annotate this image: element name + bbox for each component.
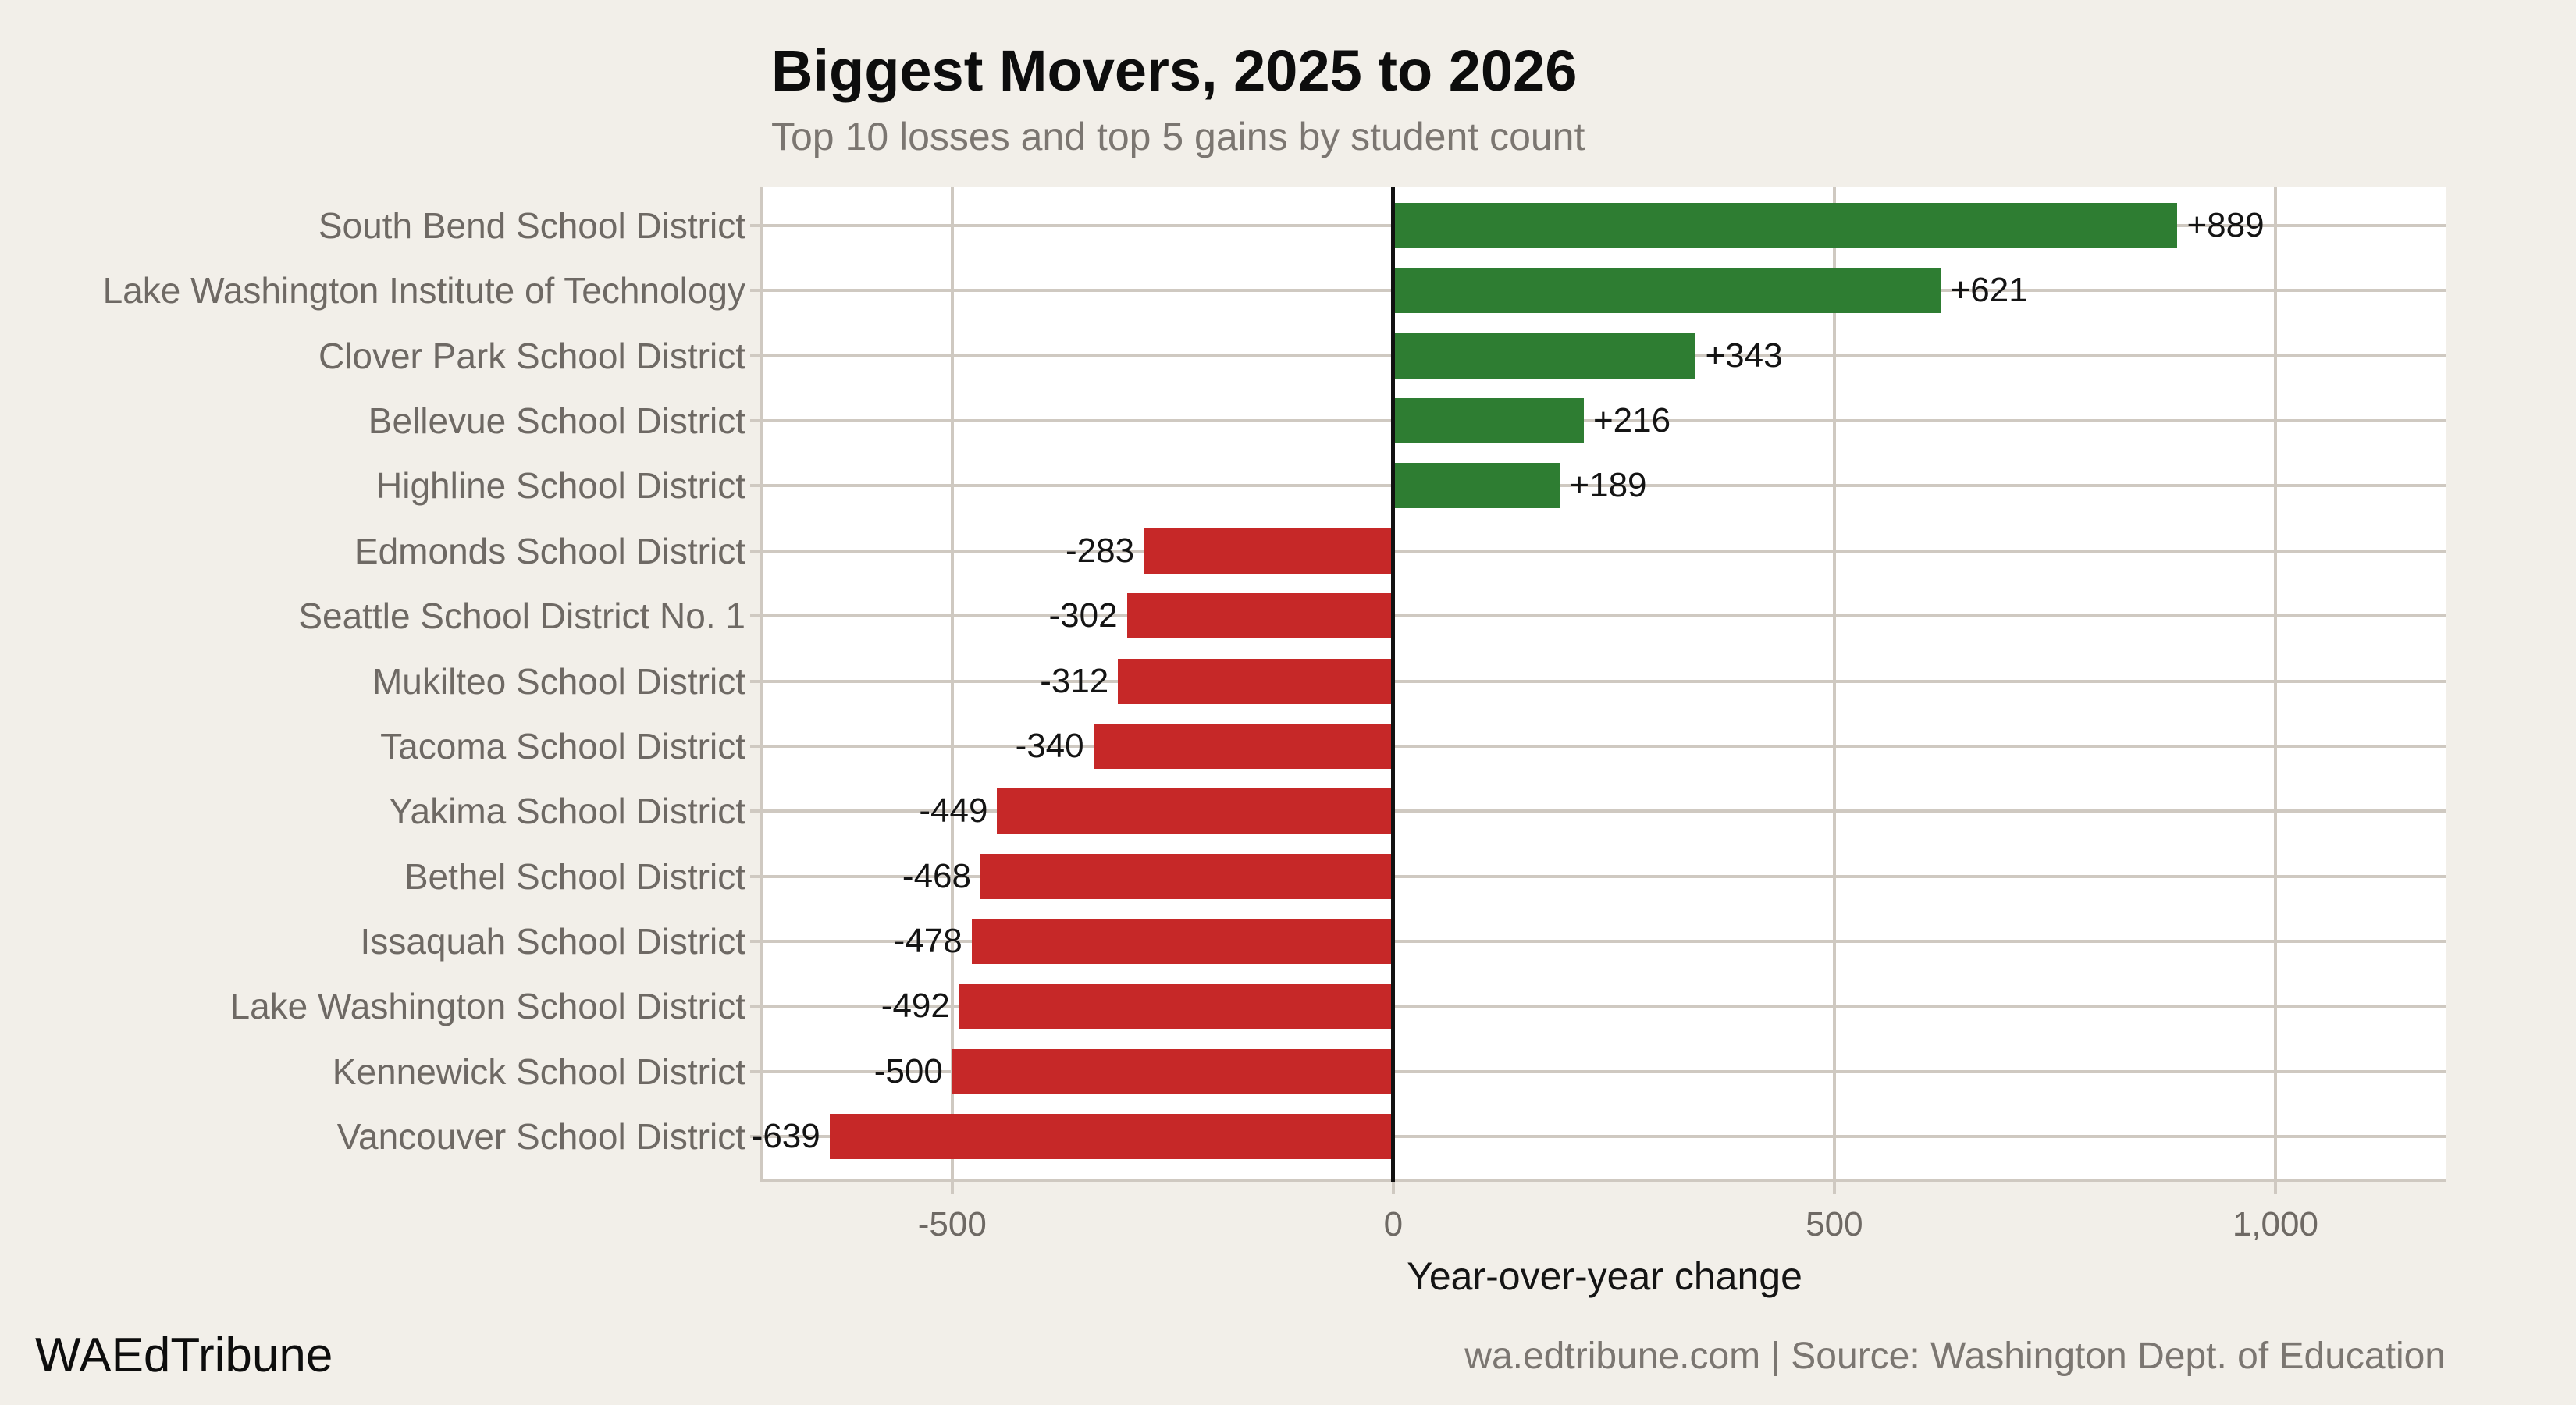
bar (971, 918, 1393, 964)
gridline-horizontal (750, 679, 2446, 683)
bar (1393, 203, 2178, 248)
bar-value-label: -492 (881, 987, 950, 1026)
bar (980, 853, 1393, 899)
bar-value-label: -478 (893, 921, 962, 960)
y-axis-label: Lake Washington Institute of Technology (102, 270, 745, 311)
gridline-vertical (1832, 187, 1836, 1179)
y-axis-label: Tacoma School District (380, 725, 745, 767)
y-axis-label: Yakima School District (389, 791, 745, 832)
bar-value-label: -639 (751, 1117, 820, 1155)
x-axis-tick (2273, 1182, 2277, 1194)
bar (952, 1048, 1393, 1094)
x-tick-label: -500 (917, 1205, 987, 1243)
bar (1118, 658, 1393, 704)
x-axis-tick (1391, 1182, 1395, 1194)
bar-value-label: -283 (1065, 531, 1135, 570)
bar-value-label: +343 (1705, 336, 1783, 375)
footer-source: wa.edtribune.com | Source: Washington De… (1464, 1336, 2446, 1377)
bar (1393, 398, 1584, 444)
y-axis-label: Edmonds School District (354, 530, 745, 571)
chart-title: Biggest Movers, 2025 to 2026 (771, 38, 1578, 103)
x-tick-label: 0 (1383, 1205, 1404, 1243)
bar-value-label: -468 (902, 856, 971, 895)
gridline-horizontal (750, 419, 2446, 423)
gridline-horizontal (750, 874, 2446, 878)
gridline-horizontal (750, 1135, 2446, 1138)
bar (1126, 593, 1393, 639)
bar-value-label: -449 (919, 791, 988, 831)
x-tick-label: 1,000 (2232, 1205, 2318, 1243)
bar (959, 984, 1393, 1030)
x-axis-title: Year-over-year change (1407, 1254, 1802, 1298)
bar (997, 788, 1393, 834)
gridline-vertical (2273, 187, 2277, 1179)
gridline-horizontal (750, 809, 2446, 813)
x-axis-tick (1832, 1182, 1836, 1194)
bar-value-label: +621 (1950, 271, 2028, 310)
x-tick-label: 500 (1806, 1205, 1863, 1243)
gridline-horizontal (750, 484, 2446, 488)
bar (1393, 268, 1941, 314)
bar-value-label: -312 (1040, 661, 1109, 700)
bar-value-label: +216 (1592, 401, 1671, 440)
bar-value-label: -302 (1048, 596, 1118, 635)
y-axis-label: Lake Washington School District (229, 986, 746, 1027)
x-axis-tick (950, 1182, 954, 1194)
bar-value-label: +889 (2186, 206, 2265, 244)
gridline-horizontal (750, 939, 2446, 943)
y-axis-label: Bellevue School District (368, 400, 745, 442)
chart-subtitle: Top 10 losses and top 5 gains by student… (771, 115, 1585, 158)
bar (1144, 528, 1393, 574)
gridline-horizontal (750, 1069, 2446, 1073)
bar (829, 1114, 1393, 1159)
gridline-horizontal (750, 744, 2446, 748)
y-axis-label: South Bend School District (318, 205, 745, 246)
gridline-horizontal (750, 549, 2446, 553)
bar-value-label: +189 (1569, 466, 1647, 505)
bar-value-label: -340 (1015, 726, 1084, 765)
bar (1393, 333, 1696, 379)
zero-line (1391, 187, 1396, 1182)
bar (1393, 463, 1560, 509)
y-axis-label: Issaquah School District (360, 920, 745, 962)
axis-line-bottom (760, 1179, 2446, 1182)
gridline-horizontal (750, 614, 2446, 618)
bar-value-label: -500 (873, 1051, 943, 1090)
gridline-vertical (950, 187, 954, 1179)
gridline-horizontal (750, 1005, 2446, 1008)
bar (1093, 723, 1393, 769)
y-axis-label: Highline School District (376, 465, 745, 507)
y-axis-label: Vancouver School District (336, 1116, 745, 1157)
y-axis-label: Mukilteo School District (372, 660, 745, 702)
y-axis-label: Kennewick School District (332, 1051, 745, 1092)
y-axis-label: Clover Park School District (318, 335, 745, 376)
y-axis-label: Seattle School District No. 1 (298, 596, 745, 637)
y-axis-label: Bethel School District (404, 855, 745, 897)
axis-line-left (760, 187, 763, 1182)
footer-brand: WAEdTribune (35, 1329, 333, 1382)
